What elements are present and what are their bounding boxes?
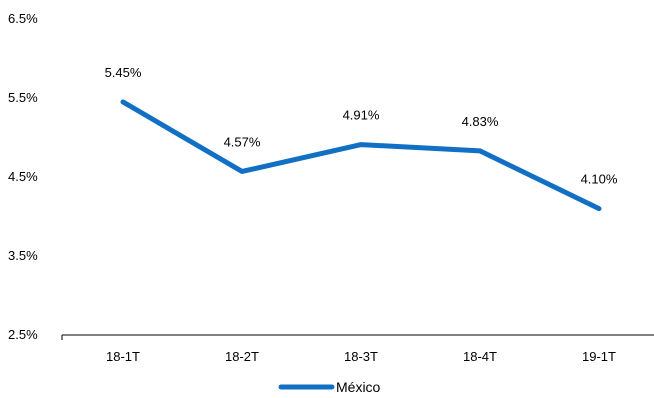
data-label: 5.45% [105, 65, 142, 80]
x-tick-label: 18-2T [225, 349, 259, 364]
legend-label: México [336, 379, 381, 395]
data-label: 4.91% [343, 108, 380, 123]
y-tick-label: 2.5% [8, 327, 38, 342]
legend: México [278, 379, 381, 395]
x-tick-label: 18-4T [463, 349, 497, 364]
y-tick-label: 3.5% [8, 248, 38, 263]
data-label: 4.10% [581, 172, 618, 187]
y-tick-label: 5.5% [8, 90, 38, 105]
data-label: 4.57% [224, 134, 261, 149]
x-axis-categories: 18-1T 18-2T 18-3T 18-4T 19-1T [61, 335, 616, 364]
x-tick-label: 19-1T [582, 349, 616, 364]
data-label: 4.83% [462, 114, 499, 129]
x-tick-label: 18-3T [344, 349, 378, 364]
x-tick-label: 18-1T [106, 349, 140, 364]
series-line-mexico [120, 99, 602, 212]
y-tick-label: 6.5% [8, 11, 38, 26]
y-axis-ticks: 6.5% 5.5% 4.5% 3.5% 2.5% [8, 11, 38, 342]
y-tick-label: 4.5% [8, 169, 38, 184]
data-labels: 5.45% 4.57% 4.91% 4.83% 4.10% [105, 65, 618, 187]
